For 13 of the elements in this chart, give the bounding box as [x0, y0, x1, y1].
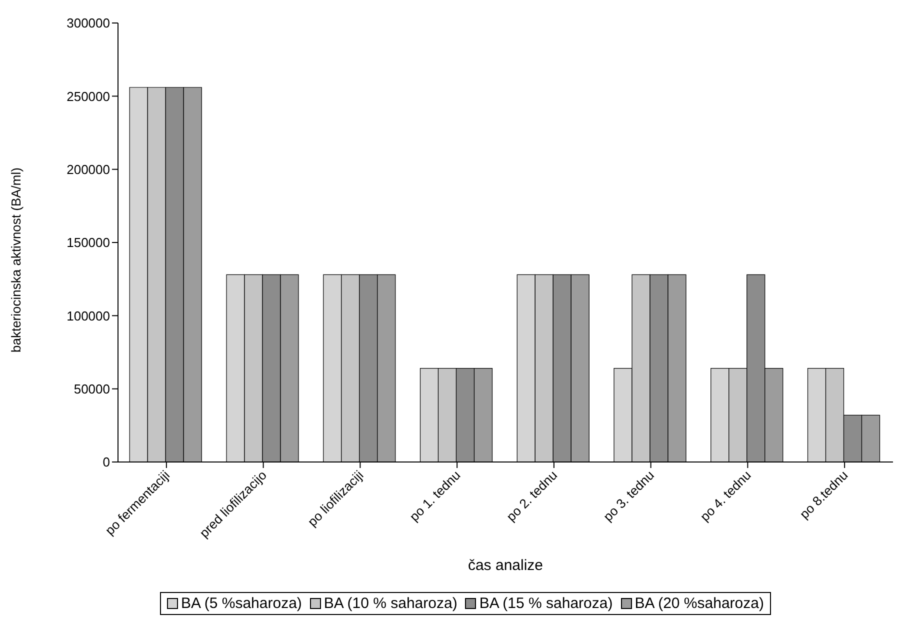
y-tick-label: 200000 [66, 162, 110, 177]
x-axis-title: čas analize [468, 557, 544, 574]
y-axis-title: bakteriocinska aktivnost (BA/ml) [8, 168, 24, 352]
legend-label: BA (15 % saharoza) [478, 595, 613, 612]
y-tick-label: 250000 [66, 88, 110, 104]
y-tick-label: 50000 [74, 381, 110, 396]
legend-label: BA (10 % saharoza) [322, 595, 458, 612]
legend-label: BA (5 %saharoza) [180, 595, 302, 612]
y-tick-label: 0 [102, 454, 110, 470]
y-tick-label: 100000 [66, 308, 110, 324]
y-tick-label: 150000 [66, 235, 110, 250]
y-tick-label: 300000 [66, 16, 110, 31]
legend-label: BA (20 %saharoza) [634, 595, 764, 612]
